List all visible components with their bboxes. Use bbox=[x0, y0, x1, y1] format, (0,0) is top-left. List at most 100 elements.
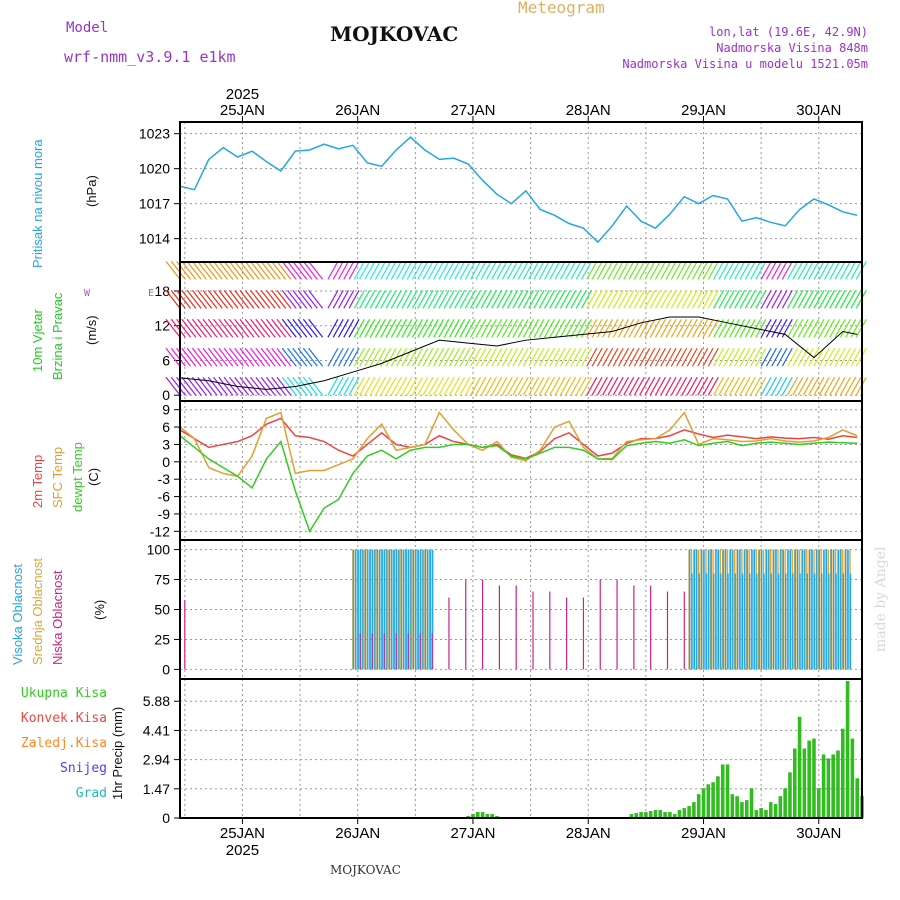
wind-barb bbox=[702, 290, 714, 309]
wind-barb bbox=[850, 261, 862, 280]
wind-barb bbox=[723, 376, 735, 396]
wind-barb bbox=[343, 376, 355, 396]
precip-bar bbox=[490, 814, 494, 818]
wind-barb bbox=[438, 261, 450, 280]
wind-barb bbox=[459, 290, 471, 309]
wind-barb bbox=[797, 261, 809, 280]
wind-barb bbox=[374, 347, 386, 367]
precip-bar bbox=[778, 796, 783, 818]
wind-barb bbox=[702, 376, 714, 396]
wind-barb bbox=[723, 319, 735, 338]
wind-barb bbox=[839, 261, 851, 280]
wind-barb bbox=[617, 347, 630, 367]
wind-barb bbox=[660, 261, 672, 280]
wind-barb bbox=[697, 376, 709, 396]
wind-barb bbox=[406, 290, 418, 309]
wind-barb bbox=[271, 289, 287, 309]
wind-barb bbox=[665, 376, 677, 396]
wind-barb bbox=[228, 289, 244, 309]
wind-barb bbox=[390, 261, 402, 280]
wind-barb bbox=[528, 261, 540, 280]
wind-barb bbox=[813, 290, 825, 309]
wind-barb bbox=[292, 347, 308, 367]
wind-barb bbox=[202, 289, 218, 309]
wind-barb bbox=[797, 347, 809, 367]
wind-barb bbox=[665, 290, 677, 309]
compass-e: E bbox=[148, 288, 155, 299]
precip-bar bbox=[802, 748, 807, 818]
wind-barb bbox=[533, 347, 545, 367]
temp-line-1 bbox=[179, 411, 858, 478]
wind-barb bbox=[297, 261, 313, 280]
wind-barb bbox=[570, 376, 582, 396]
wind-barb bbox=[244, 347, 260, 367]
wind-barb bbox=[565, 319, 577, 338]
wind-barb bbox=[517, 319, 529, 338]
wind-barb bbox=[517, 347, 529, 367]
wind-barb bbox=[686, 376, 698, 396]
wind-barb bbox=[496, 319, 508, 338]
wind-barb bbox=[213, 318, 229, 338]
wind-barb bbox=[787, 290, 799, 309]
wind-barb bbox=[197, 289, 213, 309]
precip-bar bbox=[792, 748, 797, 818]
wind-barb bbox=[454, 261, 466, 280]
wind-barb bbox=[443, 261, 455, 280]
wind-barb bbox=[660, 319, 672, 338]
wind-barb bbox=[181, 289, 197, 309]
precip-bar bbox=[471, 814, 475, 818]
wind-barb bbox=[438, 319, 450, 338]
wind-barb bbox=[813, 347, 825, 367]
y-tick-label: 3 bbox=[162, 436, 170, 452]
wind-barb bbox=[228, 318, 244, 338]
wind-barb bbox=[850, 347, 862, 367]
legend-conv-rain: Konvek.Kisa bbox=[20, 711, 107, 726]
wind-barb bbox=[234, 318, 250, 338]
wind-barb bbox=[792, 261, 804, 280]
wind-barb bbox=[728, 347, 740, 367]
wind-barb bbox=[522, 347, 534, 367]
wind-barb bbox=[234, 347, 250, 367]
wind-barb bbox=[554, 376, 566, 396]
wind-barb bbox=[834, 319, 846, 338]
wind-barb bbox=[728, 261, 740, 280]
wind-barb bbox=[332, 347, 344, 367]
wind-barb bbox=[255, 318, 271, 338]
wind-barb bbox=[771, 319, 783, 338]
wind-barb bbox=[612, 261, 624, 280]
wind-barb bbox=[485, 261, 497, 280]
wind-barb bbox=[602, 347, 614, 367]
precip-bar bbox=[821, 754, 826, 818]
wind-barb bbox=[824, 376, 836, 396]
wind-barb bbox=[522, 376, 534, 396]
wind-barb bbox=[802, 261, 814, 280]
wind-barb bbox=[475, 376, 487, 396]
wind-barb bbox=[218, 318, 234, 338]
wind-barb bbox=[591, 261, 603, 280]
wind-barb bbox=[544, 376, 556, 396]
wind-barb bbox=[691, 347, 703, 367]
wind-barb bbox=[507, 261, 519, 280]
wind-barb bbox=[260, 376, 276, 396]
wind-barb bbox=[411, 347, 423, 367]
wind-barb bbox=[417, 290, 429, 309]
compass-rose: W E bbox=[84, 262, 156, 322]
wind-barb bbox=[332, 376, 344, 396]
wind-barb bbox=[191, 347, 207, 367]
wind-barb bbox=[359, 290, 371, 309]
wind-barb bbox=[792, 319, 804, 338]
wind-barb bbox=[781, 347, 793, 367]
wind-barb bbox=[617, 376, 630, 396]
panel-border-0 bbox=[179, 121, 863, 263]
precip-bar bbox=[773, 804, 778, 818]
wind-barb bbox=[839, 376, 851, 396]
wind-barb bbox=[292, 318, 308, 338]
wind-barb bbox=[459, 376, 471, 396]
y-tick-label: 100 bbox=[147, 542, 171, 558]
wind-barb bbox=[213, 347, 229, 367]
wind-barb bbox=[575, 376, 587, 396]
wind-barb bbox=[496, 376, 508, 396]
wind-barb bbox=[570, 261, 582, 280]
wind-barb bbox=[207, 289, 223, 309]
wind-barb bbox=[628, 261, 640, 280]
